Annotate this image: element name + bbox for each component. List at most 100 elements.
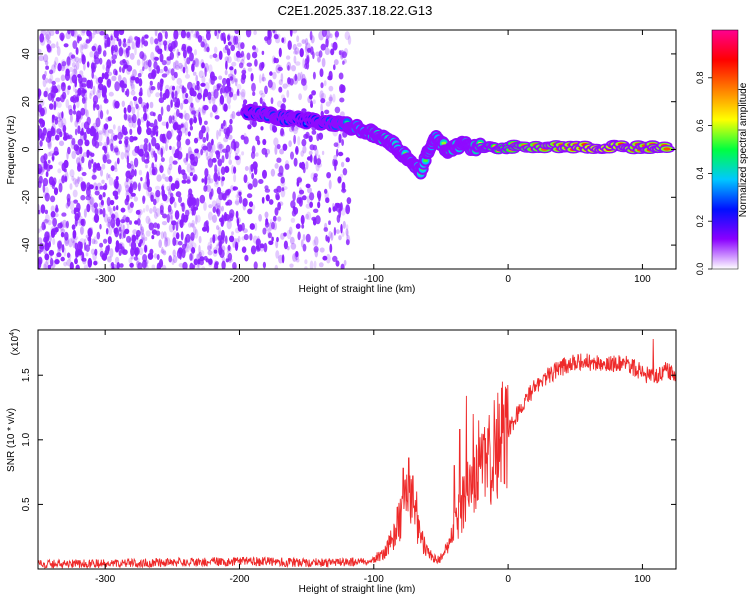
noise-cell — [110, 132, 116, 142]
noise-cell — [187, 146, 192, 157]
noise-cell — [181, 46, 186, 52]
noise-cell — [102, 64, 105, 70]
noise-cell — [308, 150, 313, 156]
noise-cell — [321, 57, 326, 68]
noise-cell — [149, 101, 154, 109]
noise-cell — [53, 187, 59, 196]
heatmap-noise-layer — [38, 30, 352, 269]
noise-cell — [337, 151, 344, 157]
noise-cell — [306, 211, 312, 221]
noise-cell — [328, 220, 331, 225]
noise-cell — [86, 61, 90, 68]
noise-cell — [295, 61, 301, 66]
noise-cell — [55, 134, 60, 141]
noise-cell — [271, 221, 275, 230]
noise-cell — [154, 125, 159, 131]
colorbar-ticks: 0.0 0.2 0.4 0.6 0.8 — [695, 72, 712, 275]
noise-cell — [45, 30, 51, 41]
noise-cell — [159, 163, 162, 169]
noise-cell — [280, 73, 284, 82]
noise-cell — [161, 73, 168, 78]
noise-cell — [221, 205, 224, 212]
noise-cell — [132, 181, 138, 191]
noise-cell — [83, 264, 89, 269]
noise-cell — [200, 82, 206, 87]
noise-cell — [71, 224, 76, 230]
noise-cell — [181, 202, 185, 213]
noise-cell — [223, 103, 228, 112]
noise-cell — [60, 228, 66, 234]
noise-cell — [304, 45, 308, 53]
noise-cell — [120, 219, 126, 224]
noise-cell — [79, 70, 84, 77]
noise-cell — [46, 45, 52, 53]
noise-cell — [201, 62, 205, 69]
noise-cell — [213, 89, 219, 99]
noise-cell — [120, 151, 125, 160]
x-tick-label: -200 — [229, 574, 249, 585]
noise-cell — [282, 97, 287, 103]
noise-cell — [79, 146, 83, 155]
noise-cell — [51, 64, 56, 74]
noise-cell — [246, 52, 251, 61]
noise-cell — [248, 201, 254, 208]
noise-cell — [148, 142, 151, 153]
noise-cell — [52, 116, 59, 121]
noise-cell — [232, 262, 237, 269]
noise-cell — [44, 209, 49, 215]
noise-cell — [130, 160, 134, 166]
noise-cell — [61, 111, 64, 119]
noise-cell — [198, 251, 203, 258]
noise-cell — [227, 151, 232, 160]
noise-cell — [240, 42, 245, 50]
noise-cell — [134, 169, 137, 177]
noise-cell — [120, 248, 127, 256]
noise-cell — [95, 48, 100, 57]
noise-cell — [76, 35, 80, 44]
noise-cell — [252, 161, 258, 170]
noise-cell — [42, 219, 49, 225]
noise-cell — [137, 118, 141, 127]
noise-cell — [209, 243, 213, 250]
noise-cell — [60, 256, 65, 262]
noise-cell — [262, 169, 267, 179]
noise-cell — [171, 74, 176, 81]
noise-cell — [72, 177, 78, 185]
noise-cell — [65, 99, 70, 109]
noise-cell — [42, 78, 47, 88]
noise-cell — [82, 42, 88, 50]
noise-cell — [101, 179, 105, 184]
noise-cell — [54, 213, 59, 218]
noise-cell — [93, 240, 98, 245]
noise-cell — [142, 66, 145, 71]
noise-cell — [64, 231, 69, 241]
noise-cell — [333, 226, 337, 236]
noise-cell — [42, 183, 46, 193]
noise-cell — [325, 30, 331, 40]
noise-cell — [45, 77, 49, 84]
noise-cell — [93, 182, 98, 191]
noise-cell — [268, 240, 274, 246]
noise-cell — [72, 240, 76, 249]
noise-cell — [191, 197, 197, 207]
noise-cell — [302, 145, 307, 154]
noise-cell — [226, 199, 233, 206]
noise-cell — [305, 233, 311, 243]
noise-cell — [130, 83, 136, 91]
noise-cell — [286, 229, 292, 240]
noise-cell — [293, 55, 297, 64]
noise-cell — [130, 163, 135, 173]
noise-cell — [169, 196, 175, 203]
noise-cell — [198, 116, 203, 126]
noise-cell — [70, 54, 76, 59]
noise-cell — [190, 232, 195, 241]
noise-cell — [80, 44, 85, 50]
noise-cell — [260, 92, 266, 98]
noise-cell — [171, 85, 176, 91]
x-tick-label: 0 — [505, 574, 511, 585]
noise-cell — [142, 195, 146, 204]
noise-cell — [98, 130, 103, 135]
noise-cell — [181, 243, 187, 250]
noise-cell — [105, 154, 111, 160]
